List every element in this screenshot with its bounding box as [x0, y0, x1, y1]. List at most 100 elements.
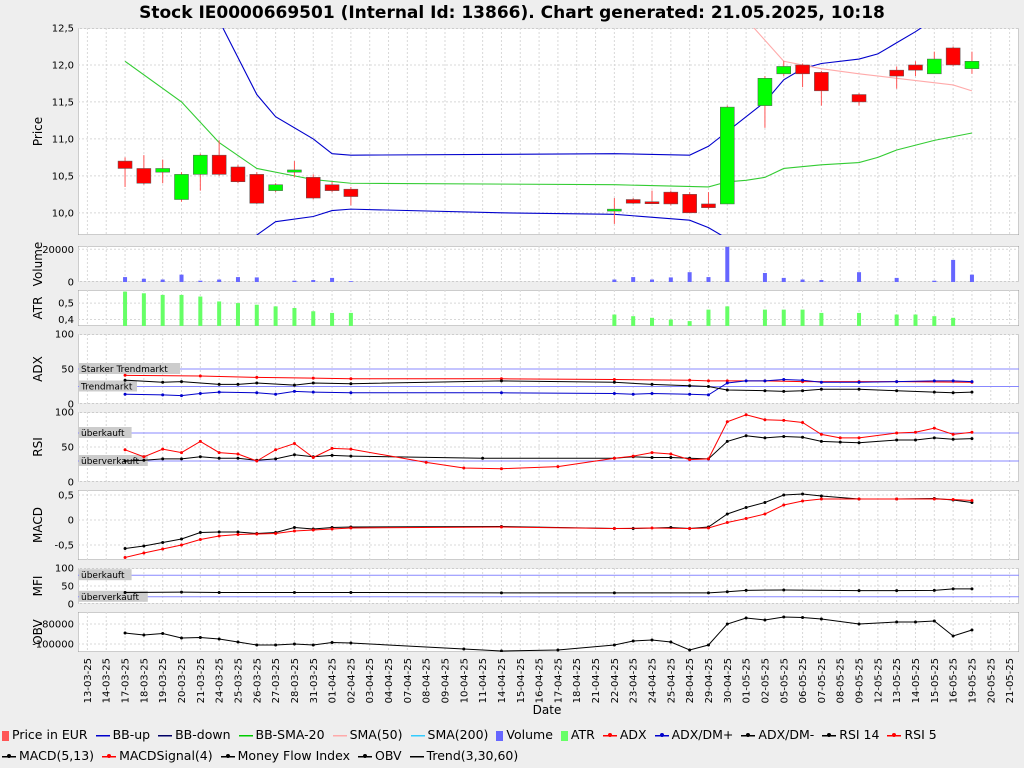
bar	[198, 296, 203, 326]
series-point	[895, 389, 899, 393]
y-tick-label: 100	[55, 408, 74, 419]
x-tick-label: 31-03-25	[309, 658, 320, 703]
legend-item: Volume	[496, 724, 553, 745]
legend-label: Price in EUR	[12, 727, 88, 742]
series-point	[198, 374, 202, 378]
series-point	[161, 541, 165, 544]
level-label: Starker Trendmarkt	[81, 365, 168, 375]
y-tick-label: -100000	[32, 640, 74, 651]
bar	[612, 279, 617, 282]
series-point	[631, 392, 635, 396]
legend-symbol	[496, 730, 504, 741]
series-point	[631, 454, 635, 458]
x-tick-label: 16-05-25	[949, 658, 960, 703]
series-point	[688, 648, 692, 652]
series-point	[612, 380, 616, 384]
y-tick-label: -80000	[39, 620, 74, 631]
series-point	[255, 375, 259, 379]
series-point	[857, 497, 861, 501]
series-point	[725, 379, 729, 383]
legend: Price in EUR BB-up BB-down BB-SMA-20 SMA(50)…	[2, 724, 1022, 766]
stock-chart: Stock IE0000669501 (Internal Id: 13866).…	[31, 3, 1019, 717]
legend-symbol	[887, 730, 902, 741]
series-point	[180, 590, 184, 594]
panel-adx: Starker Trendmarkt Trendmarkt	[78, 334, 1019, 404]
series-point	[161, 457, 165, 461]
x-tick-label: 27-03-25	[271, 658, 282, 703]
series-point	[255, 391, 259, 395]
bar	[179, 294, 184, 326]
y-tick-label: 11,5	[52, 97, 74, 108]
series-point	[462, 647, 466, 651]
series-bb-up	[222, 28, 923, 156]
bar	[650, 279, 655, 282]
y-tick-label: 20000	[42, 245, 74, 256]
series-point	[970, 628, 974, 632]
series-point	[180, 380, 184, 384]
bar	[123, 277, 128, 282]
y-tick-label: 100	[55, 330, 74, 341]
bar	[706, 309, 711, 326]
candle-body	[136, 168, 152, 184]
series-point	[763, 418, 767, 422]
series-point	[123, 590, 127, 594]
bar	[141, 278, 146, 282]
series-adx-dm-	[125, 379, 972, 394]
bar	[725, 246, 730, 282]
y-tick-label: 100	[55, 564, 74, 575]
series-point	[763, 436, 767, 440]
legend-label: RSI 14	[839, 727, 880, 742]
y-tick-label: 50	[61, 582, 74, 593]
legend-label: OBV	[374, 748, 402, 763]
y-axis-label: Volume	[31, 242, 45, 287]
x-tick-label: 19-05-25	[967, 658, 978, 703]
series-point	[932, 619, 936, 623]
series-point	[349, 447, 353, 451]
series-point	[292, 453, 296, 457]
y-axis-label: RSI	[31, 437, 45, 457]
legend-item: Trend(3,30,60)	[409, 745, 518, 766]
series-point	[180, 636, 184, 640]
series-point	[198, 531, 202, 534]
bar	[951, 259, 956, 282]
series-point	[688, 392, 692, 396]
series-point	[725, 521, 729, 524]
series-point	[198, 636, 202, 639]
series-point	[801, 389, 805, 393]
bar	[762, 309, 767, 326]
series-point	[801, 421, 805, 424]
series-point	[292, 442, 296, 445]
bar	[254, 304, 259, 326]
series-point	[857, 387, 861, 391]
candle-body	[851, 94, 867, 103]
x-tick-label: 08-04-25	[422, 658, 433, 703]
candle-body	[287, 169, 302, 173]
series-point	[782, 378, 786, 381]
series-bb-down	[256, 208, 723, 235]
series-point	[782, 588, 786, 592]
legend-symbol	[2, 751, 16, 762]
panel-background	[78, 28, 1019, 235]
bar	[894, 314, 899, 326]
series-point	[612, 527, 616, 530]
series-point	[274, 532, 278, 535]
legend-label: SMA(50)	[349, 727, 403, 742]
panel-volume	[78, 246, 1019, 282]
series-point	[763, 379, 767, 383]
series-point	[180, 537, 184, 541]
series-point	[706, 457, 710, 461]
y-tick-label: 10,5	[52, 171, 74, 182]
x-tick-label: 30-04-25	[723, 658, 734, 703]
series-point	[292, 383, 296, 387]
series-point	[612, 392, 616, 395]
x-tick-label: 28-03-25	[290, 658, 301, 703]
legend-label: ADX/DM+	[671, 727, 734, 742]
series-point	[650, 392, 654, 395]
series-point	[970, 587, 974, 591]
bar	[781, 309, 786, 326]
series-point	[970, 390, 974, 394]
legend-label: SMA(200)	[427, 727, 489, 742]
bar	[311, 280, 316, 282]
series-point	[631, 639, 635, 643]
legend-symbol	[822, 730, 837, 741]
